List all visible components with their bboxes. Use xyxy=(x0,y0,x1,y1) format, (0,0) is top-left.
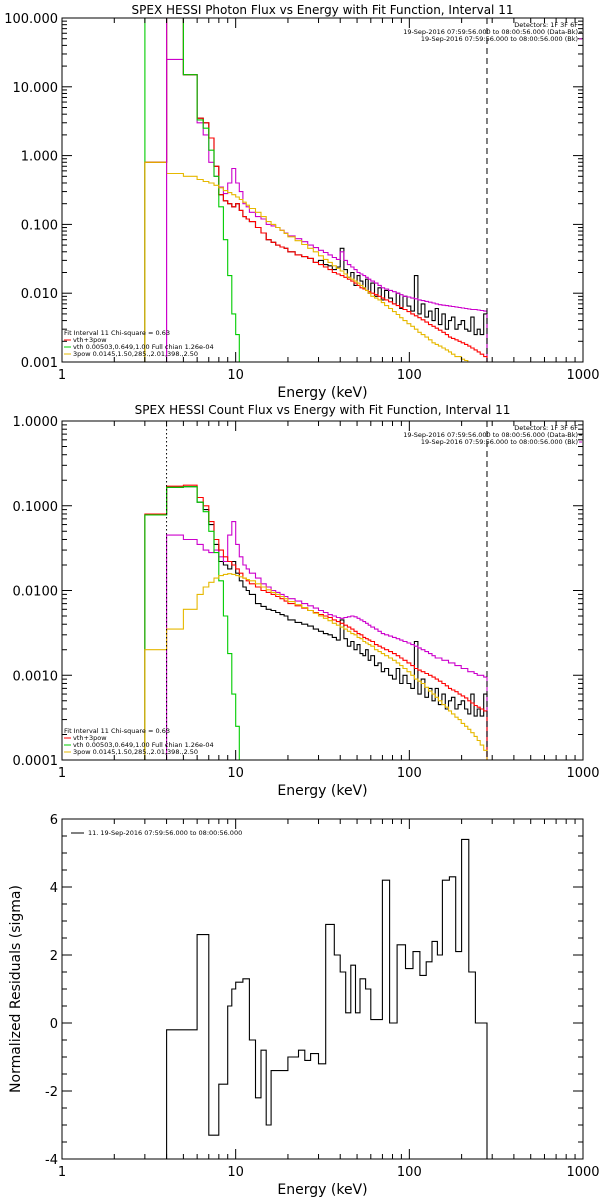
legend-label: 3pow 0.0145,1.50,285.,2.01,398.,2.50 xyxy=(73,748,198,756)
x-tick-label: 100 xyxy=(397,1165,422,1180)
y-tick-label: 0.010 xyxy=(21,287,58,302)
series-line-1 xyxy=(144,58,488,362)
chart-title: SPEX HESSI Count Flux vs Energy with Fit… xyxy=(135,403,511,417)
x-tick-label: 1 xyxy=(58,1165,66,1180)
legend-label: vth+3pow xyxy=(73,734,107,742)
y-tick-label: 0.0001 xyxy=(13,754,59,769)
x-tick-label: 1 xyxy=(58,766,66,781)
series-group xyxy=(144,18,488,362)
series-group xyxy=(144,484,488,760)
series-line-4 xyxy=(144,573,488,760)
x-tick-label: 1 xyxy=(58,368,66,383)
plot-frame xyxy=(61,17,584,363)
legend-label: vth+3pow xyxy=(73,336,107,344)
header-line: 19-Sep-2016 07:59:56.000 to 08:00:56.000… xyxy=(421,35,578,43)
series-line-2 xyxy=(144,18,488,362)
header-line: 19-Sep-2016 07:59:56.000 to 08:00:56.000… xyxy=(403,28,578,36)
header-line: Detectors: 1F 3F 6F xyxy=(514,424,578,432)
legend-label: vth 0.00503,0.649,1.00 Full chian 1.26e-… xyxy=(73,741,214,749)
header-line: Detectors: 1F 3F 6F xyxy=(514,21,578,29)
series-line-3 xyxy=(144,486,488,760)
series-line-2 xyxy=(144,484,488,760)
y-tick-label: 1.000 xyxy=(21,150,58,165)
x-tick-label: 1000 xyxy=(566,368,599,383)
series-line-0 xyxy=(144,486,488,760)
x-tick-label: 100 xyxy=(397,368,422,383)
legend-label: 11. 19-Sep-2016 07:59:56.000 to 08:00:56… xyxy=(88,829,242,837)
y-tick-label: -2 xyxy=(45,1085,58,1100)
residuals-panel: 1 10 100 1000 -4 -2 0 2 4 6 Energy (keV) Normalized… xyxy=(8,813,600,1198)
header-line: 19-Sep-2016 07:59:56.000 to 08:00:56.000… xyxy=(403,431,578,439)
header-line: 19-Sep-2016 07:59:56.000 to 08:00:56.000… xyxy=(421,438,578,446)
chart-title: SPEX HESSI Photon Flux vs Energy with Fi… xyxy=(132,3,514,17)
x-tick-label: 10 xyxy=(227,368,244,383)
y-tick-label: 4 xyxy=(50,881,58,896)
legend-label: Fit Interval 11 Chi-square = 0.63 xyxy=(64,727,170,735)
photon-flux-panel: 1 10 100 1000 0.001 0.010 0.100 1.000 10.000 100.… xyxy=(4,3,599,401)
series-line-4 xyxy=(144,161,488,362)
y-tick-label: 2 xyxy=(50,949,58,964)
y-tick-label: 0.1000 xyxy=(13,500,59,515)
y-tick-label: 10.000 xyxy=(13,81,59,96)
y-tick-label: 1.0000 xyxy=(13,415,59,430)
series-line-3 xyxy=(144,18,488,362)
series-line-1 xyxy=(144,521,488,760)
x-tick-label: 10 xyxy=(227,766,244,781)
y-tick-label: 0 xyxy=(50,1017,58,1032)
count-flux-panel: 1 10 100 1000 0.0001 0.0010 0.0100 0.1000 1.0000… xyxy=(13,403,600,799)
series-line-0 xyxy=(144,18,488,362)
x-tick-label: 1000 xyxy=(566,766,599,781)
legend-label: 3pow 0.0145,1.50,285.,2.01,398.,2.50 xyxy=(73,350,198,358)
legend-label: vth 0.00503,0.649,1.00 Full chian 1.26e-… xyxy=(73,343,214,351)
y-tick-label: 0.0010 xyxy=(13,669,59,684)
x-tick-label: 1000 xyxy=(566,1165,599,1180)
series-line-0 xyxy=(166,838,488,1159)
x-tick-label: 10 xyxy=(227,1165,244,1180)
series-group xyxy=(166,838,488,1159)
x-axis-label: Energy (keV) xyxy=(277,1182,367,1198)
legend-label: Fit Interval 11 Chi-square = 0.63 xyxy=(64,329,170,337)
plot-frame xyxy=(61,420,584,761)
y-axis-label: Normalized Residuals (sigma) xyxy=(8,885,24,1093)
y-tick-label: 100.000 xyxy=(4,12,58,27)
y-tick-label: -4 xyxy=(45,1153,58,1168)
x-axis-label: Energy (keV) xyxy=(277,783,367,799)
plot-frame xyxy=(61,818,584,1160)
y-tick-label: 0.001 xyxy=(21,356,58,371)
x-axis-label: Energy (keV) xyxy=(277,385,367,401)
y-tick-label: 0.100 xyxy=(21,218,58,233)
x-tick-label: 100 xyxy=(397,766,422,781)
y-tick-label: 0.0100 xyxy=(13,585,59,600)
y-tick-label: 6 xyxy=(50,813,58,828)
